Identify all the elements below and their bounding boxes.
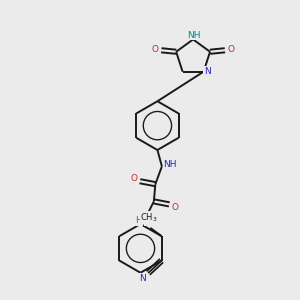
- Text: N: N: [204, 67, 211, 76]
- Text: NH: NH: [187, 31, 200, 40]
- Text: H: H: [135, 216, 142, 225]
- Text: O: O: [228, 45, 235, 54]
- Text: CH$_3$: CH$_3$: [140, 212, 158, 224]
- Text: O: O: [151, 45, 158, 54]
- Text: N: N: [139, 274, 146, 283]
- Text: NH: NH: [164, 160, 177, 169]
- Text: N: N: [145, 216, 152, 225]
- Text: O: O: [172, 203, 179, 212]
- Text: O: O: [130, 174, 137, 183]
